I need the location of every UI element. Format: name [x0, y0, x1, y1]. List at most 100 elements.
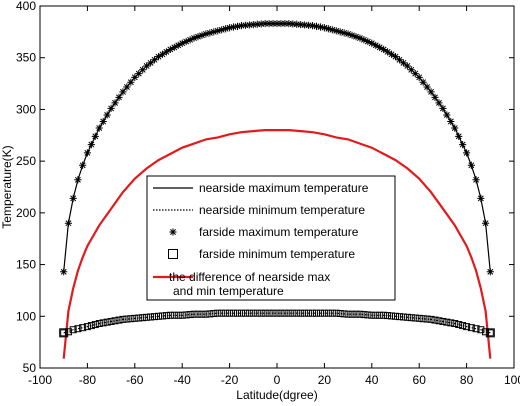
data-point-star [194, 33, 202, 41]
data-point-star [103, 111, 111, 119]
data-point-star [376, 43, 384, 51]
data-point-square [352, 310, 360, 318]
data-point-square [472, 325, 480, 333]
data-point-square [253, 309, 261, 317]
data-point-square [384, 312, 392, 320]
data-point-star [79, 161, 87, 169]
data-point-star [348, 31, 356, 39]
data-point-star [83, 149, 91, 157]
data-point-square [166, 311, 174, 319]
data-point-star [261, 19, 269, 28]
data-point-star [277, 19, 285, 28]
data-point-square [170, 311, 178, 319]
data-point-star [332, 27, 340, 35]
data-point-star [463, 149, 471, 157]
x-tick-label: -100 [28, 373, 52, 387]
data-point-star [237, 22, 246, 30]
series-line-nearside-min [63, 312, 491, 334]
data-point-square [380, 311, 388, 319]
data-point-star [60, 268, 68, 276]
data-point-square [74, 325, 82, 333]
legend-label: and min temperature [173, 284, 284, 298]
data-point-square [477, 326, 485, 334]
data-point-square [364, 311, 372, 319]
data-point-star [285, 19, 293, 28]
data-point-square [293, 309, 301, 317]
data-point-square [407, 314, 415, 322]
data-point-square [206, 310, 214, 318]
x-tick-label: -20 [221, 373, 239, 387]
data-point-square [289, 309, 297, 317]
data-point-star [340, 29, 348, 37]
data-point-star [119, 88, 127, 96]
data-point-square [60, 329, 68, 337]
data-point-star [87, 140, 95, 149]
data-point-star [297, 21, 305, 29]
y-tick-label: 350 [16, 51, 36, 65]
y-tick-label: 400 [16, 0, 36, 13]
data-point-square [392, 312, 399, 320]
data-point-star [158, 50, 167, 58]
legend-swatch-farside-min [168, 249, 178, 259]
data-point-star [273, 19, 281, 28]
legend-label: farside maximum temperature [199, 225, 359, 239]
data-point-square [463, 323, 471, 331]
data-point-star [249, 21, 257, 29]
data-point-star [459, 140, 467, 149]
data-point-star [127, 78, 135, 86]
data-point-star [312, 22, 321, 30]
data-point-star [233, 22, 242, 30]
data-point-square [245, 309, 253, 317]
data-point-star [411, 69, 419, 78]
data-point-star [74, 176, 82, 184]
data-point-star [265, 19, 273, 28]
data-point-square [103, 318, 111, 326]
data-point-square [194, 310, 202, 318]
data-point-star [320, 24, 328, 32]
series-farside-max-markers [60, 19, 494, 276]
data-point-square [336, 310, 344, 318]
data-point-square [237, 309, 245, 317]
data-point-star [467, 161, 475, 169]
data-point-square [451, 320, 459, 328]
y-axis-label: Temperature(K) [0, 145, 14, 228]
data-point-star [305, 21, 313, 29]
data-point-square [249, 309, 257, 317]
data-point-square [139, 314, 147, 322]
data-point-star [229, 23, 238, 31]
series-farside-min-markers [59, 309, 495, 338]
data-point-square [99, 319, 107, 327]
data-point-star [131, 73, 139, 81]
data-point-square [447, 319, 455, 327]
data-point-star [344, 30, 352, 38]
data-point-square [297, 309, 305, 317]
data-point-star [352, 33, 360, 41]
data-point-square [131, 314, 139, 322]
data-point-square [162, 312, 170, 320]
data-point-star [139, 66, 147, 74]
data-point-star [269, 19, 277, 28]
data-point-star [257, 20, 265, 28]
data-point-star [170, 43, 178, 51]
data-point-square [59, 328, 69, 338]
data-point-square [214, 309, 222, 317]
data-point-star [123, 83, 131, 91]
y-tick-label: 200 [16, 206, 36, 220]
data-point-star [316, 23, 325, 31]
data-point-square [257, 309, 265, 317]
data-point-square [285, 309, 293, 317]
data-point-square [151, 313, 159, 321]
data-point-star [111, 99, 119, 107]
data-point-star [150, 56, 159, 64]
data-point-square [344, 310, 352, 318]
data-point-square [388, 312, 396, 320]
data-point-square [190, 310, 198, 318]
data-point-star [391, 53, 400, 61]
data-point-star [372, 41, 380, 49]
data-point-square [111, 317, 119, 325]
data-point-star [368, 39, 376, 47]
data-point-square [332, 309, 340, 317]
data-point-star [69, 194, 77, 202]
data-point-star [328, 26, 336, 34]
axes: -100 -80 -60 -40 -20 0 20 40 60 80 100 50 100 150 200 2… [16, 0, 520, 387]
